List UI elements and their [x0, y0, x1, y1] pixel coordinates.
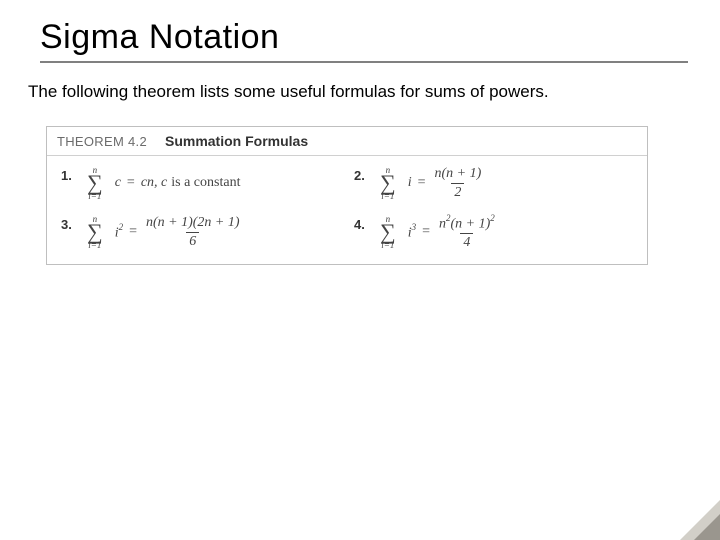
formula-expr: i2 = n(n + 1)(2n + 1) 6	[115, 215, 243, 249]
fraction: n2(n + 1)2 4	[436, 215, 498, 250]
frac-num: n(n + 1)	[431, 166, 484, 182]
rhs-suffix: is a constant	[171, 175, 240, 191]
formula-number: 4.	[354, 215, 370, 232]
sigma-glyph: ∑	[380, 174, 396, 192]
formula-number: 3.	[61, 215, 77, 232]
equals: =	[420, 224, 432, 240]
formula-4: 4. n ∑ i=1 i3 = n2(n + 1)2 4	[354, 215, 637, 250]
summand: i3	[408, 223, 416, 242]
equals: =	[416, 175, 428, 191]
sigma-icon: n ∑ i=1	[87, 166, 103, 201]
title-underline: Sigma Notation	[40, 18, 688, 63]
formula-grid: 1. n ∑ i=1 c = cn, c is a constant 2. n	[47, 156, 647, 264]
sum-lower: i=1	[381, 241, 394, 250]
theorem-label: THEOREM 4.2	[57, 134, 147, 149]
frac-num: n2(n + 1)2	[436, 215, 498, 233]
frac-num: n(n + 1)(2n + 1)	[143, 215, 243, 231]
theorem-header: THEOREM 4.2 Summation Formulas	[47, 127, 647, 156]
sigma-icon: n ∑ i=1	[380, 215, 396, 250]
sum-lower: i=1	[88, 192, 101, 201]
formula-2: 2. n ∑ i=1 i = n(n + 1) 2	[354, 166, 637, 201]
page-title: Sigma Notation	[40, 18, 688, 57]
sigma-glyph: ∑	[87, 174, 103, 192]
sum-lower: i=1	[381, 192, 394, 201]
equals: =	[125, 175, 137, 191]
formula-expr: c = cn, c is a constant	[115, 175, 241, 191]
formula-expr: i = n(n + 1) 2	[408, 166, 485, 200]
sigma-glyph: ∑	[87, 223, 103, 241]
frac-den: 6	[186, 232, 199, 249]
formula-expr: i3 = n2(n + 1)2 4	[408, 215, 498, 250]
fraction: n(n + 1)(2n + 1) 6	[143, 215, 243, 249]
formula-1: 1. n ∑ i=1 c = cn, c is a constant	[61, 166, 344, 201]
equals: =	[127, 224, 139, 240]
theorem-box: THEOREM 4.2 Summation Formulas 1. n ∑ i=…	[46, 126, 648, 265]
frac-den: 4	[460, 233, 473, 250]
summand: i2	[115, 223, 123, 242]
fraction: n(n + 1) 2	[431, 166, 484, 200]
sum-lower: i=1	[88, 241, 101, 250]
rhs: cn, c	[141, 175, 167, 191]
formula-3: 3. n ∑ i=1 i2 = n(n + 1)(2n + 1) 6	[61, 215, 344, 250]
frac-den: 2	[451, 183, 464, 200]
sigma-icon: n ∑ i=1	[87, 215, 103, 250]
slide: Sigma Notation The following theorem lis…	[0, 0, 720, 540]
summand: c	[115, 175, 121, 191]
page-corner-icon	[680, 500, 720, 540]
formula-number: 1.	[61, 166, 77, 183]
summand: i	[408, 175, 412, 191]
intro-text: The following theorem lists some useful …	[28, 81, 680, 104]
sigma-glyph: ∑	[380, 223, 396, 241]
theorem-name: Summation Formulas	[165, 133, 308, 149]
sigma-icon: n ∑ i=1	[380, 166, 396, 201]
formula-number: 2.	[354, 166, 370, 183]
